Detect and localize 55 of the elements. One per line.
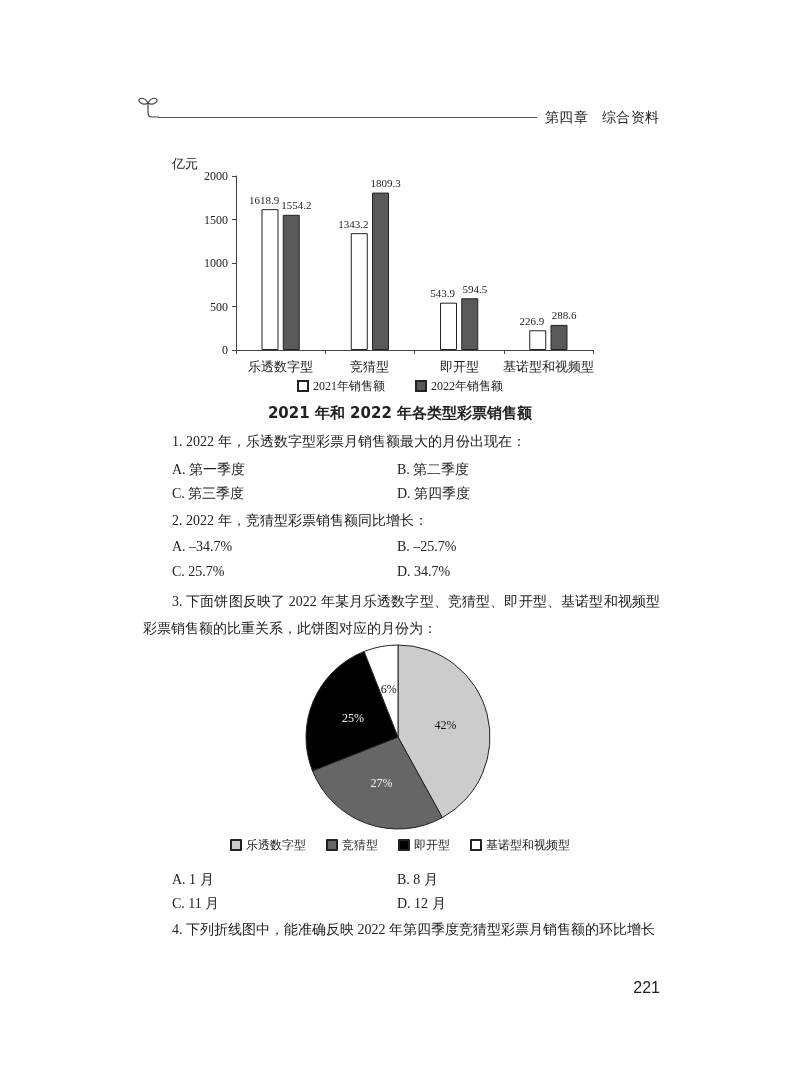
- data-label: 226.9: [519, 314, 545, 327]
- y-tick-label: 0: [222, 343, 228, 357]
- data-label: 1809.3: [370, 177, 402, 190]
- data-label: 1554.2: [281, 199, 312, 212]
- y-tick-label: 1000: [204, 256, 228, 270]
- text: A. –34.7%: [172, 538, 233, 556]
- legend-label: 乐透数字型: [246, 838, 306, 852]
- text: C. 25.7%: [172, 563, 225, 581]
- text: A. 1 月: [172, 871, 214, 889]
- y-tick-label: 2000: [204, 169, 228, 183]
- bar: [350, 233, 368, 350]
- bar: [372, 192, 389, 350]
- data-label: 1343.2: [338, 217, 369, 230]
- bar: [550, 324, 568, 350]
- text: D. 第四季度: [397, 485, 471, 503]
- text: 2021 年和 2022 年各类型彩票销售额: [267, 403, 534, 422]
- text: B. –25.7%: [397, 538, 457, 556]
- legend-label: 2021年销售额: [313, 379, 385, 393]
- data-label: 288.6: [551, 309, 577, 322]
- text: C. 11 月: [172, 895, 220, 913]
- bar: [440, 302, 457, 350]
- y-axis-title: 亿元: [171, 156, 198, 171]
- text: B. 第二季度: [397, 461, 470, 479]
- text: 2. 2022 年，竞猜型彩票销售额同比增长：: [172, 512, 428, 530]
- data-label: 25%: [342, 710, 365, 725]
- x-tick-label: 即开型: [439, 359, 479, 374]
- bar: [282, 214, 300, 350]
- data-label: 6%: [380, 681, 397, 696]
- bar: [461, 298, 479, 350]
- y-tick-label: 500: [210, 299, 228, 314]
- data-label: 42%: [434, 717, 457, 732]
- text: D. 12 月: [397, 895, 446, 913]
- data-label: 543.9: [430, 287, 456, 300]
- x-tick-label: 乐透数字型: [248, 359, 314, 374]
- bar: [261, 209, 279, 350]
- data-label: 27%: [370, 776, 393, 791]
- legend-label: 竞猜型: [342, 838, 378, 852]
- text: 221: [633, 978, 660, 998]
- x-tick-label: 竞猜型: [350, 359, 390, 374]
- text: 第四章 综合资料: [545, 108, 660, 127]
- data-label: 1618.9: [248, 193, 280, 206]
- data-label: 594.5: [462, 282, 488, 295]
- text: 1. 2022 年，乐透数字型彩票月销售额最大的月份出现在：: [172, 433, 526, 451]
- bar: [529, 330, 547, 350]
- text: 4. 下列折线图中，能准确反映 2022 年第四季度竞猜型彩票月销售额的环比增长: [172, 921, 655, 939]
- text: B. 8 月: [397, 871, 438, 889]
- text: 3. 下面饼图反映了 2022 年某月乐透数字型、竞猜型、即开型、基诺型和视频型彩票销售额的比重关系，此饼图对应的月份为：: [143, 593, 660, 638]
- legend-label: 即开型: [414, 838, 450, 852]
- x-tick-label: 基诺型和视频型: [502, 359, 594, 374]
- text: A. 第一季度: [172, 461, 246, 479]
- legend-label: 基诺型和视频型: [486, 838, 570, 852]
- legend-label: 2022年销售额: [431, 379, 503, 393]
- text: C. 第三季度: [172, 485, 245, 503]
- y-tick-label: 1500: [204, 212, 228, 227]
- text: D. 34.7%: [397, 563, 451, 581]
